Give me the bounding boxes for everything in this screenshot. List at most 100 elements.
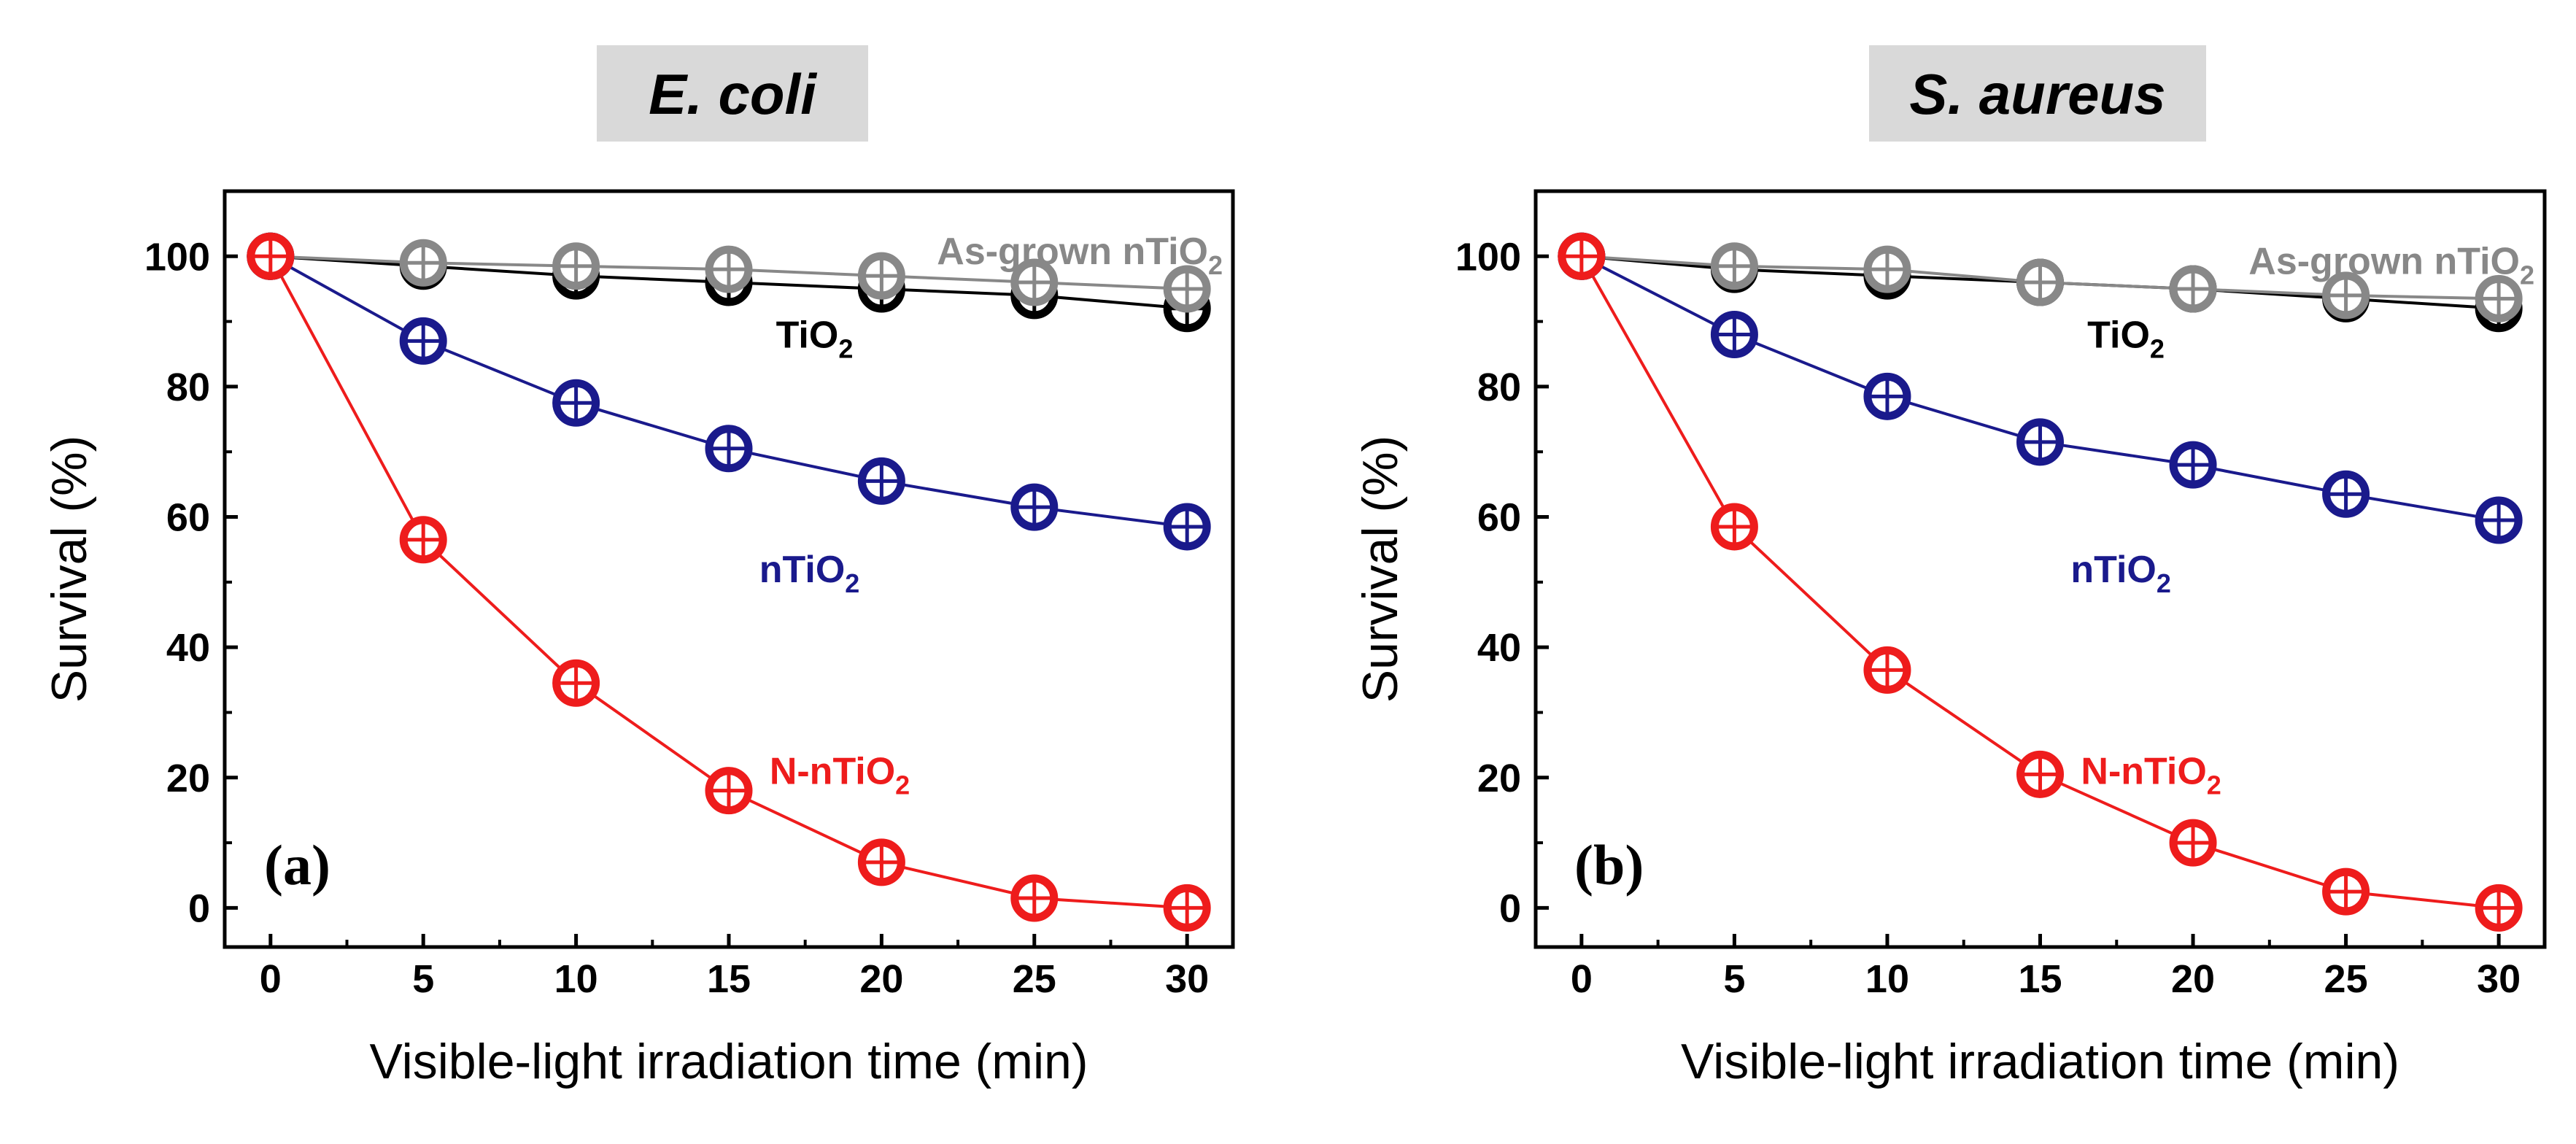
x-tick-label: 30 xyxy=(2477,957,2521,1001)
y-tick-label: 60 xyxy=(1477,496,1521,540)
data-point xyxy=(552,242,600,290)
x-tick-label: 20 xyxy=(859,957,903,1001)
x-tick-label: 25 xyxy=(1013,957,1056,1001)
data-point xyxy=(2475,274,2523,322)
data-point xyxy=(2475,496,2523,544)
data-point xyxy=(1163,884,1211,932)
x-axis-title: Visible-light irradiation time (min) xyxy=(369,1034,1088,1089)
series-label-subscript: 2 xyxy=(1208,250,1223,280)
series-label-name: TiO xyxy=(776,314,839,356)
x-tick-label: 0 xyxy=(1571,957,1593,1001)
series-label: As-grown nTiO2 xyxy=(937,231,1223,280)
data-point xyxy=(705,767,753,815)
data-point xyxy=(2322,470,2370,518)
series-label: TiO2 xyxy=(776,314,854,363)
panel-label: (b) xyxy=(1574,833,1644,897)
chart-panel-a: E. coli 0 20 40 60 80 100 0 5 10 15 20 25 30 Visible-l… xyxy=(42,45,1235,1089)
data-point xyxy=(1863,646,1911,694)
data-point xyxy=(1163,265,1211,313)
data-point xyxy=(552,659,600,707)
x-tick-label: 10 xyxy=(1865,957,1909,1001)
series-label-subscript: 2 xyxy=(2207,770,2221,800)
series-label: N-nTiO2 xyxy=(2081,751,2221,800)
series-label-subscript: 2 xyxy=(2520,260,2534,290)
data-point xyxy=(1863,372,1911,420)
series-label-subscript: 2 xyxy=(845,568,859,598)
x-tick-label: 15 xyxy=(2018,957,2062,1001)
x-tick-label: 25 xyxy=(2324,957,2368,1001)
data-point xyxy=(552,379,600,427)
series-label-name: TiO xyxy=(2087,314,2150,356)
series-label: As-grown nTiO2 xyxy=(2248,240,2534,290)
series-label-name: As-grown nTiO xyxy=(2248,240,2520,282)
x-tick-label: 5 xyxy=(1723,957,1745,1001)
data-point xyxy=(1710,503,1758,551)
panel-label: (a) xyxy=(264,833,330,897)
chart-title: E. coli xyxy=(649,62,817,126)
data-point xyxy=(399,516,447,564)
data-point xyxy=(2475,884,2523,932)
x-tick-label: 15 xyxy=(707,957,751,1001)
x-tick-label: 5 xyxy=(412,957,434,1001)
y-tick-label: 100 xyxy=(144,235,210,279)
series-label-subscript: 2 xyxy=(2157,568,2171,598)
series-label: N-nTiO2 xyxy=(770,751,910,800)
y-tick-label: 40 xyxy=(166,626,210,670)
x-tick-label: 20 xyxy=(2171,957,2215,1001)
data-point xyxy=(399,317,447,365)
data-point xyxy=(2169,265,2217,313)
y-tick-label: 100 xyxy=(1455,235,1521,279)
y-tick-label: 40 xyxy=(1477,626,1521,670)
data-point xyxy=(1710,242,1758,290)
chart-title-box xyxy=(597,45,868,142)
y-tick-label: 0 xyxy=(1499,886,1521,930)
data-point xyxy=(705,245,753,293)
x-axis-title: Visible-light irradiation time (min) xyxy=(1681,1034,2399,1089)
x-tick-label: 30 xyxy=(1165,957,1209,1001)
data-point xyxy=(1558,232,1606,280)
y-axis-title: Survival (%) xyxy=(1353,436,1408,703)
data-point xyxy=(1863,245,1911,293)
data-point xyxy=(705,425,753,473)
data-point xyxy=(857,457,905,505)
x-tick-label: 0 xyxy=(260,957,282,1001)
y-tick-label: 20 xyxy=(166,757,210,800)
x-tick-label: 10 xyxy=(554,957,598,1001)
data-point xyxy=(2016,418,2064,466)
y-axis-title: Survival (%) xyxy=(42,436,97,703)
series-label-name: nTiO xyxy=(759,549,845,591)
series-line xyxy=(1580,255,2499,910)
y-tick-label: 60 xyxy=(166,496,210,540)
y-tick-label: 0 xyxy=(188,886,210,930)
data-point xyxy=(1163,503,1211,551)
data-point xyxy=(2016,258,2064,306)
data-point xyxy=(2169,819,2217,867)
series-label-name: N-nTiO xyxy=(2081,751,2206,793)
chart-title: S. aureus xyxy=(1909,62,2165,126)
series-label-subscript: 2 xyxy=(895,770,910,800)
chart-title-box xyxy=(1869,45,2206,142)
chart-panel-b: S. aureus 0 20 40 60 80 100 0 5 10 15 20 25 30 Visible… xyxy=(1353,45,2547,1089)
series-label: nTiO2 xyxy=(2070,549,2171,598)
data-point xyxy=(2322,271,2370,320)
series-label-name: N-nTiO xyxy=(770,751,895,793)
data-point xyxy=(247,232,295,280)
data-point xyxy=(2169,441,2217,489)
data-point xyxy=(1010,483,1059,531)
y-tick-label: 80 xyxy=(1477,366,1521,409)
series-label-subscript: 2 xyxy=(2150,333,2165,363)
data-point xyxy=(1710,310,1758,358)
data-point xyxy=(399,239,447,287)
data-point xyxy=(857,252,905,300)
series-label: TiO2 xyxy=(2087,314,2165,363)
data-point xyxy=(1010,258,1059,306)
data-point xyxy=(857,838,905,886)
y-tick-label: 80 xyxy=(166,366,210,409)
series-label-name: nTiO xyxy=(2070,549,2156,591)
y-tick-label: 20 xyxy=(1477,757,1521,800)
data-point xyxy=(2016,750,2064,798)
data-point xyxy=(2322,867,2370,916)
series-label-name: As-grown nTiO xyxy=(937,231,1208,273)
series-label: nTiO2 xyxy=(759,549,860,598)
